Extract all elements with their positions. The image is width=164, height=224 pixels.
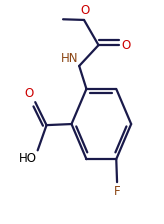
Text: O: O [121, 39, 131, 52]
Text: O: O [80, 4, 89, 17]
Text: HO: HO [19, 152, 37, 165]
Text: F: F [114, 185, 120, 198]
Text: HN: HN [61, 52, 78, 65]
Text: O: O [24, 87, 34, 100]
